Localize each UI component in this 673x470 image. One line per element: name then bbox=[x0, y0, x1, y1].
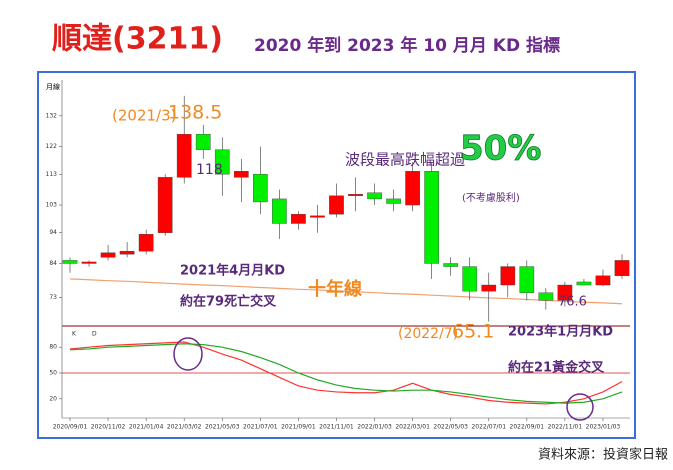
candle-body bbox=[310, 215, 325, 218]
annotation: 76.6 bbox=[558, 295, 587, 310]
ma-line bbox=[69, 278, 623, 305]
x-tick-label: 2021/11/01 bbox=[319, 424, 354, 431]
x-tick-label: 2020/09/01 bbox=[53, 424, 88, 431]
x-tick-label: 2022/09/01 bbox=[510, 424, 545, 431]
candle-body bbox=[176, 134, 192, 178]
x-tick-label: 2022/11/01 bbox=[548, 424, 583, 431]
candle-body bbox=[100, 252, 116, 258]
candle-body bbox=[405, 171, 420, 206]
annotation: (不考慮股利) bbox=[462, 191, 520, 204]
legend-entry: D bbox=[92, 331, 97, 338]
candle-body bbox=[424, 171, 439, 264]
candle-body bbox=[500, 266, 516, 286]
y-tick-label: 80 bbox=[49, 344, 57, 351]
subtitle: 2020 年到 2023 年 10 月月 KD 指標 bbox=[254, 35, 560, 56]
candle-body bbox=[443, 263, 459, 267]
frame bbox=[37, 71, 636, 439]
annotation: 約在21黃金交叉 bbox=[508, 360, 605, 376]
x-tick-label: 2022/03/01 bbox=[395, 424, 430, 431]
candle-body bbox=[272, 198, 287, 224]
candle-body bbox=[481, 284, 497, 292]
kd-line bbox=[69, 343, 623, 404]
title: 順達(3211) bbox=[52, 22, 223, 57]
y-tick-label: 94 bbox=[49, 229, 57, 236]
y-tick-label: 122 bbox=[46, 143, 58, 150]
candle-body bbox=[329, 195, 344, 215]
candle-body bbox=[214, 149, 230, 175]
annotation: (2022/7) bbox=[398, 326, 458, 342]
y-tick-label: 103 bbox=[46, 202, 58, 209]
candle-body bbox=[614, 260, 630, 276]
candle-body bbox=[119, 250, 135, 255]
candle-body bbox=[595, 275, 611, 286]
candle-body bbox=[233, 171, 249, 178]
candle-body bbox=[62, 260, 78, 264]
annotation: 65.1 bbox=[452, 321, 494, 343]
ma-label: 十年線 bbox=[308, 278, 362, 300]
y-tick-label: 20 bbox=[49, 395, 57, 402]
highlight-circle bbox=[173, 337, 203, 371]
y-tick-label: 113 bbox=[46, 171, 58, 178]
x-tick-label: 2022/01/03 bbox=[357, 424, 392, 431]
annotation: 波段最高跌幅超過 bbox=[345, 151, 465, 169]
y-tick-label: 84 bbox=[49, 260, 57, 267]
candle-body bbox=[195, 134, 211, 150]
plot: 73 84 94 103 113 122 132 20 50 80 2020/09/01 2020/1… bbox=[46, 95, 630, 431]
candle-body bbox=[367, 192, 382, 200]
annotation: 2021年4月月KD bbox=[180, 263, 285, 279]
x-tick-label: 2020/11/02 bbox=[91, 424, 126, 431]
candle-body bbox=[291, 214, 306, 224]
highlight-circle bbox=[566, 393, 594, 421]
candle-body bbox=[81, 261, 97, 264]
candle-body bbox=[386, 198, 401, 204]
y-tick-label: 132 bbox=[46, 112, 58, 119]
x-tick-label: 2021/07/01 bbox=[243, 424, 278, 431]
candle-body bbox=[253, 174, 268, 203]
x-tick-label: 2023/01/03 bbox=[586, 424, 621, 431]
source: 資料來源：投資家日報 bbox=[538, 447, 668, 463]
candle-body bbox=[519, 266, 535, 293]
annotation: 138.5 bbox=[168, 102, 222, 124]
candle-body bbox=[557, 284, 573, 301]
annotation: 2023年1月月KD bbox=[508, 324, 613, 340]
candle-body bbox=[348, 194, 363, 197]
candle-body bbox=[576, 281, 592, 286]
annotation: 約在79死亡交叉 bbox=[180, 294, 277, 310]
annotation: 50% bbox=[460, 129, 541, 169]
candle-body bbox=[462, 266, 478, 292]
annotation: (2021/3) bbox=[112, 107, 176, 125]
x-tick-label: 2021/01/04 bbox=[129, 424, 164, 431]
x-tick-label: 2021/03/02 bbox=[167, 424, 202, 431]
x-tick-label: 2022/05/03 bbox=[433, 424, 468, 431]
x-tick-label: 2021/05/03 bbox=[205, 424, 240, 431]
panel-label: 月線 bbox=[46, 82, 60, 91]
legend-entry: K bbox=[72, 331, 77, 338]
x-tick-label: 2021/09/01 bbox=[281, 424, 316, 431]
candle-body bbox=[538, 292, 554, 301]
x-tick-label: 2022/07/01 bbox=[471, 424, 506, 431]
candle-body bbox=[157, 177, 173, 233]
y-tick-label: 73 bbox=[49, 294, 57, 301]
y-tick-label: 50 bbox=[49, 370, 57, 377]
candle-body bbox=[138, 234, 154, 252]
kd-line bbox=[69, 341, 623, 405]
annotation: 118 bbox=[196, 162, 223, 178]
